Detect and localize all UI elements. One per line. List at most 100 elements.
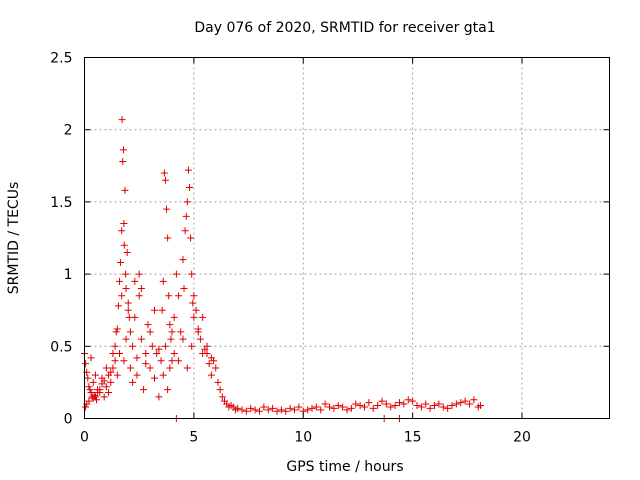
data-point (159, 371, 167, 379)
data-point (113, 325, 121, 333)
data-point (107, 378, 115, 386)
data-point (85, 397, 93, 405)
data-point (308, 404, 316, 412)
data-point (343, 406, 351, 414)
data-point (158, 306, 166, 314)
data-point (175, 357, 183, 365)
data-point (409, 397, 417, 405)
data-point (168, 357, 176, 365)
data-point (111, 342, 119, 350)
y-tick-label: 1.5 (50, 195, 72, 211)
data-point (111, 357, 119, 365)
data-point (105, 389, 113, 397)
data-point (374, 402, 382, 410)
data-point (160, 169, 168, 177)
data-point (304, 406, 312, 414)
data-point (116, 350, 123, 358)
data-point (186, 183, 193, 191)
x-axis-label: GPS time / hours (286, 459, 403, 475)
axis-ticks (84, 57, 610, 419)
data-point (216, 386, 224, 394)
data-point (167, 335, 175, 343)
x-tick-label: 10 (294, 430, 312, 446)
data-point (148, 342, 156, 350)
data-point (146, 364, 154, 372)
chart-title: Day 076 of 2020, SRMTID for receiver gta… (194, 20, 495, 36)
data-point (118, 227, 126, 235)
data-point (179, 335, 187, 343)
data-point (120, 357, 128, 365)
data-point (352, 400, 360, 408)
data-point (356, 402, 364, 410)
x-tick-label: 15 (404, 430, 422, 446)
data-point (90, 391, 98, 399)
data-point (369, 404, 377, 412)
data-point (133, 354, 141, 362)
data-point (100, 393, 108, 401)
data-point (330, 404, 338, 412)
data-point (126, 328, 134, 336)
data-point (122, 285, 130, 293)
data-point (91, 371, 99, 379)
data-point (247, 404, 255, 412)
data-point (122, 270, 130, 278)
data-point (282, 407, 290, 415)
data-point (109, 350, 117, 358)
data-point (339, 403, 347, 411)
data-point (326, 403, 333, 411)
data-point (181, 227, 189, 235)
y-tick-label: 2 (64, 123, 73, 139)
data-point (166, 364, 174, 372)
x-tick-label: 5 (189, 430, 198, 446)
data-point (137, 285, 145, 293)
data-point (234, 404, 242, 412)
y-tick-label: 1 (64, 267, 73, 283)
data-point (184, 166, 192, 174)
data-point (382, 400, 390, 408)
data-point (194, 328, 202, 336)
data-point (461, 397, 469, 405)
data-point (151, 374, 158, 382)
data-point (170, 350, 178, 358)
data-point (183, 364, 191, 372)
data-point (151, 306, 158, 314)
data-point (98, 374, 106, 382)
data-point (153, 350, 161, 358)
data-point (114, 302, 122, 310)
data-point (277, 406, 285, 414)
data-point (238, 406, 246, 414)
data-point (122, 335, 130, 343)
data-point (435, 400, 443, 408)
data-point (182, 212, 190, 220)
data-point (205, 360, 213, 368)
data-point (183, 198, 191, 206)
data-point (365, 399, 373, 407)
data-point (142, 350, 150, 358)
data-point (133, 371, 141, 379)
data-point (426, 404, 434, 412)
data-point (273, 407, 281, 415)
data-point (87, 354, 95, 362)
data-point (164, 234, 172, 242)
data-point (89, 378, 97, 386)
data-point (82, 360, 90, 368)
grid (84, 57, 610, 419)
data-point (135, 270, 143, 278)
data-point (93, 396, 101, 404)
data-point (161, 342, 169, 350)
data-point (165, 292, 173, 300)
data-point (347, 404, 355, 412)
data-point (129, 378, 137, 386)
data-point (196, 335, 204, 343)
data-point (124, 299, 132, 307)
data-point (117, 259, 125, 267)
data-point (321, 400, 329, 408)
data-point (129, 342, 137, 350)
data-point (161, 176, 169, 184)
data-point (155, 393, 163, 401)
data-point (212, 364, 220, 372)
data-point (135, 292, 143, 300)
y-axis-label: SRMTID / TECUs (6, 182, 22, 295)
data-point (391, 402, 399, 410)
data-point (188, 270, 196, 278)
